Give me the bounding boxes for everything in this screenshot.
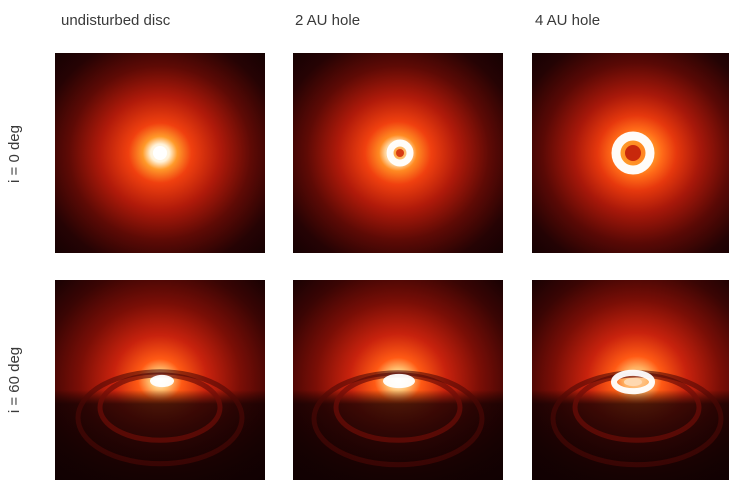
column-label-undisturbed: undisturbed disc <box>61 12 171 29</box>
panel-inclined-undisturbed <box>55 280 265 480</box>
disc-image <box>55 280 265 480</box>
panel-face-on-undisturbed <box>55 53 265 253</box>
panel-inclined-2au <box>293 280 503 480</box>
panel-face-on-2au <box>293 53 503 253</box>
disc-image <box>532 53 729 253</box>
column-label-2au: 2 AU hole <box>295 12 361 29</box>
panel-inclined-4au <box>532 280 729 480</box>
disc-image <box>532 280 729 480</box>
panel-face-on-4au <box>532 53 729 253</box>
disc-image <box>55 53 265 253</box>
disc-image <box>293 280 503 480</box>
row-label-i0: i = 0 deg <box>6 125 23 183</box>
row-label-i60: i = 60 deg <box>6 346 23 414</box>
disc-image <box>293 53 503 253</box>
column-label-4au: 4 AU hole <box>535 12 601 29</box>
